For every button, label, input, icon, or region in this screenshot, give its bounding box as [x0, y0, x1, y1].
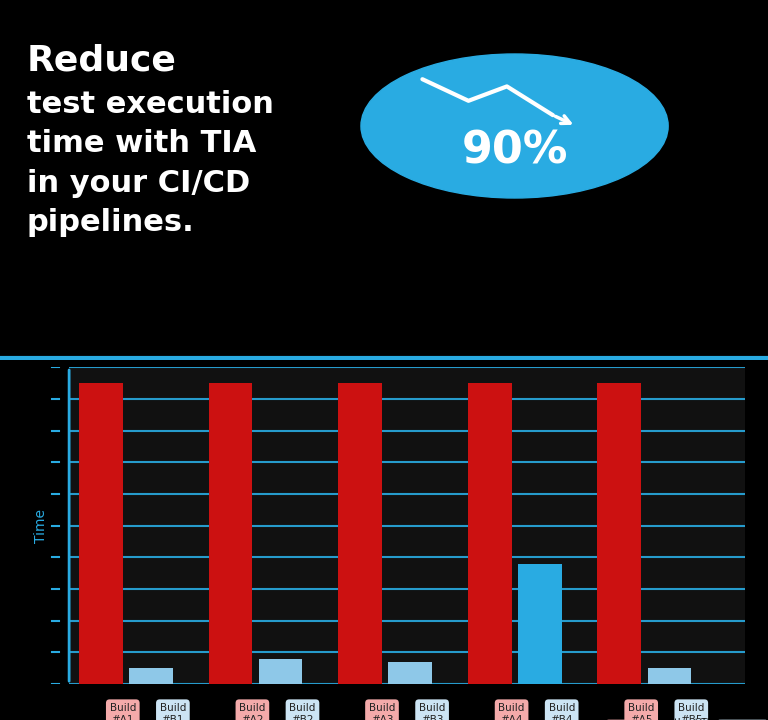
Bar [598, 383, 641, 684]
Text: Without TIA: Without TIA [663, 718, 716, 720]
Text: Build
#A2: Build #A2 [239, 703, 266, 720]
Bar [389, 662, 432, 684]
Text: Build
#A3: Build #A3 [369, 703, 396, 720]
Bar [259, 659, 303, 684]
Text: Time: Time [35, 508, 48, 543]
Text: Build
#B5: Build #B5 [678, 703, 704, 720]
Bar [338, 383, 382, 684]
Bar [518, 564, 561, 684]
Text: test execution
time with TIA
in your CI/CD
pipelines.: test execution time with TIA in your CI/… [27, 90, 273, 237]
Text: Build
#A4: Build #A4 [498, 703, 525, 720]
Text: With TIA: With TIA [766, 718, 768, 720]
Text: Reduce: Reduce [27, 43, 177, 77]
Bar [209, 383, 253, 684]
Bar [79, 383, 123, 684]
Circle shape [361, 54, 668, 198]
Text: Build
#B2: Build #B2 [290, 703, 316, 720]
Text: Build
#B1: Build #B1 [160, 703, 186, 720]
Text: Build
#A1: Build #A1 [110, 703, 136, 720]
Text: 90%: 90% [462, 130, 568, 173]
Text: Build
#B3: Build #B3 [419, 703, 445, 720]
Text: Build
#B4: Build #B4 [548, 703, 575, 720]
Text: Build
#A5: Build #A5 [628, 703, 654, 720]
Bar [468, 383, 511, 684]
Bar [129, 668, 173, 684]
Bar [647, 668, 691, 684]
